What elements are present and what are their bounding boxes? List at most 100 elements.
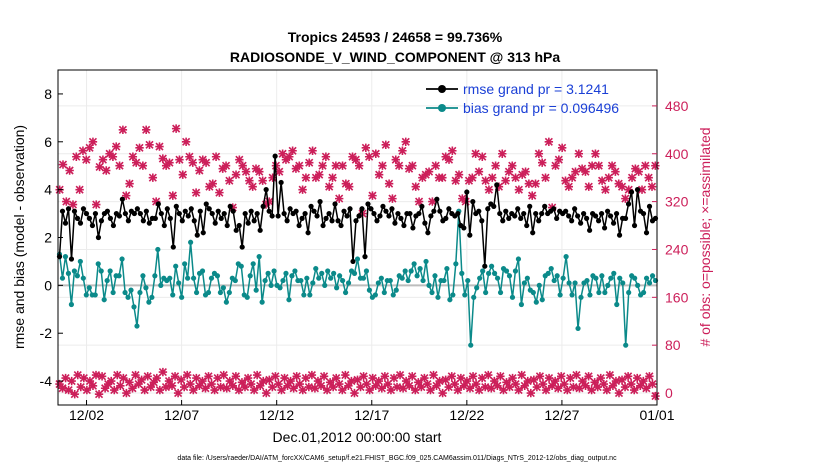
bias-point — [575, 325, 581, 332]
obs-possible-point — [534, 149, 544, 158]
obs-assimilated-point-glyph — [532, 382, 542, 392]
obs-possible-point — [431, 161, 440, 170]
obs-assimilated-point-glyph — [581, 381, 590, 391]
obs-assimilated-point — [648, 379, 657, 389]
obs-possible-point — [344, 182, 354, 191]
rmse-point — [335, 218, 341, 224]
rmse-point — [257, 227, 263, 233]
obs-possible-point — [591, 149, 600, 158]
rmse-point — [299, 215, 305, 221]
obs-assimilated-point-glyph — [465, 384, 475, 393]
obs-possible-point — [128, 152, 138, 161]
obs-assimilated-point — [289, 384, 298, 393]
rmse-point — [374, 218, 380, 224]
bias-point — [199, 268, 206, 274]
obs-possible-point-glyph — [374, 170, 384, 179]
obs-possible-point — [125, 179, 134, 188]
rmse-point — [482, 263, 488, 269]
rmse-point — [428, 213, 434, 219]
obs-possible-point — [68, 200, 78, 209]
obs-possible-point — [528, 191, 537, 200]
obs-possible-point-glyph — [138, 161, 148, 170]
obs-assimilated-point-glyph — [347, 376, 356, 386]
obs-possible-point-glyph — [82, 155, 91, 164]
bias-point — [313, 266, 319, 272]
obs-assimilated-point-glyph — [623, 372, 633, 381]
bias-point — [158, 282, 164, 288]
obs-assimilated-point — [76, 382, 86, 392]
obs-assimilated-point-glyph — [599, 379, 608, 389]
bias-point — [77, 258, 83, 265]
rmse-point — [494, 182, 500, 188]
obs-assimilated-point-glyph — [593, 382, 602, 392]
obs-assimilated-point — [295, 379, 304, 389]
x-tick-label: 12/12 — [259, 407, 294, 423]
obs-assimilated-point — [186, 379, 195, 389]
obs-assimilated-point-glyph — [119, 373, 128, 383]
obs-possible-point-glyph — [171, 124, 181, 133]
obs-possible-point — [617, 182, 627, 191]
bias-point — [578, 294, 584, 300]
obs-assimilated-point — [414, 378, 423, 387]
y-axis-ticks: -4 -2 0 2 4 6 8 — [40, 86, 63, 389]
obs-possible-point-glyph — [651, 161, 660, 170]
obs-possible-point — [438, 173, 447, 182]
obs-possible-point — [258, 176, 267, 185]
obs-assimilated-point-glyph — [240, 382, 250, 392]
obs-assimilated-point-glyph — [246, 379, 256, 389]
obs-assimilated-point-glyph — [140, 385, 149, 395]
bias-point — [247, 273, 253, 279]
bias-point — [283, 270, 289, 276]
obs-possible-point — [584, 182, 593, 191]
obs-possible-point-glyph — [424, 167, 434, 176]
bias-point — [566, 280, 572, 286]
obs-possible-point-glyph — [78, 146, 88, 155]
bias-point — [334, 285, 340, 291]
bias-point — [95, 261, 101, 267]
obs-possible-point — [178, 170, 187, 179]
obs-assimilated-point-glyph — [107, 376, 116, 386]
obs-possible-point-glyph — [541, 173, 550, 182]
obs-assimilated-point-glyph — [614, 388, 624, 398]
obs-possible-point-glyph — [554, 155, 564, 164]
obs-possible-point-glyph — [571, 167, 580, 176]
obs-assimilated-point — [563, 385, 572, 395]
bias-point — [453, 261, 459, 267]
obs-assimilated-point-glyph — [64, 385, 73, 395]
bias-point — [149, 294, 155, 300]
rmse-point — [476, 208, 482, 214]
obs-assimilated-point — [280, 373, 289, 383]
obs-assimilated-point-glyph — [328, 382, 338, 392]
obs-possible-point-glyph — [474, 167, 484, 176]
rmse-point — [74, 215, 81, 221]
obs-assimilated-point-glyph — [73, 370, 82, 380]
obs-assimilated-point — [423, 379, 432, 389]
obs-possible-point-glyph — [587, 161, 597, 170]
rmse-point — [625, 201, 632, 207]
obs-possible-point-glyph — [537, 158, 547, 167]
rmse-point — [245, 220, 251, 226]
obs-assimilated-point — [332, 373, 341, 383]
y-tick-label: 2 — [44, 230, 52, 246]
obs-possible-point — [607, 161, 617, 170]
obs-assimilated-point — [170, 372, 180, 381]
bias-point — [503, 268, 510, 274]
bias-point — [71, 268, 77, 274]
obs-assimilated-point — [122, 388, 131, 398]
obs-possible-point — [75, 185, 84, 194]
bias-point — [515, 256, 522, 262]
rmse-point — [65, 206, 72, 212]
obs-possible-point — [181, 137, 191, 146]
rmse-point — [158, 210, 164, 217]
rmse-point — [401, 222, 407, 229]
obs-possible-point — [85, 143, 94, 152]
obs-assimilated-point — [328, 382, 338, 392]
rmse-point — [212, 220, 218, 226]
obs-assimilated-point — [520, 381, 529, 391]
rmse-point — [281, 210, 287, 217]
obs-possible-point-glyph — [175, 155, 184, 164]
obs-assimilated-point-glyph — [487, 384, 496, 393]
obs-possible-point — [135, 143, 144, 152]
obs-assimilated-point-glyph — [268, 382, 277, 392]
obs-possible-point-glyph — [62, 197, 71, 206]
